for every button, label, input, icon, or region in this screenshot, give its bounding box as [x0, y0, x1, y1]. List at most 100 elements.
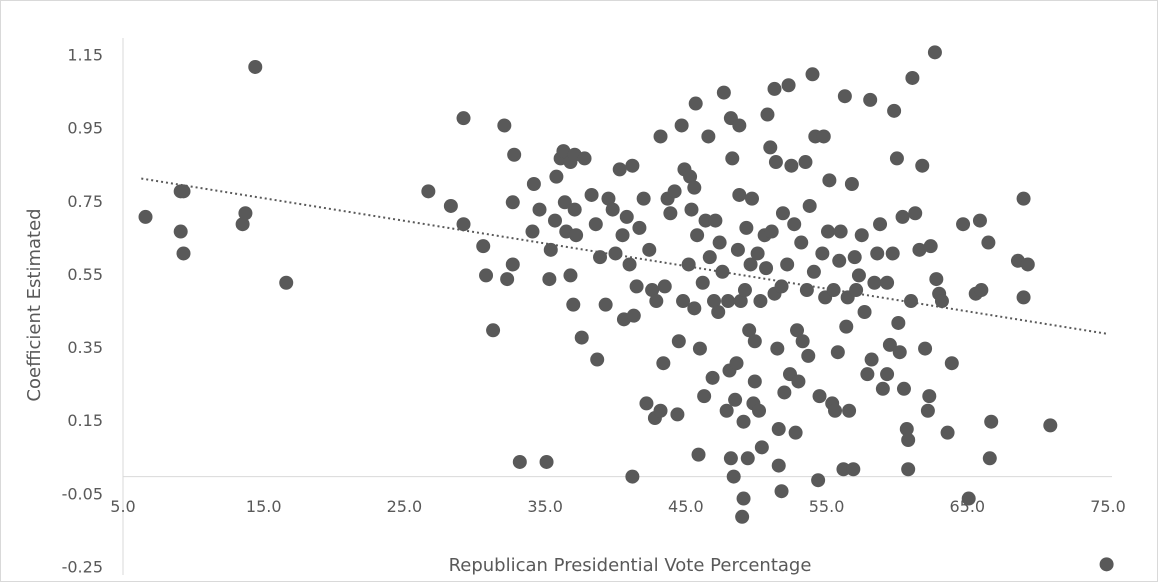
data-point	[747, 374, 762, 389]
data-point	[805, 67, 820, 82]
data-point	[569, 228, 584, 243]
data-point	[584, 187, 599, 202]
data-point	[691, 447, 706, 462]
data-point	[873, 217, 888, 232]
data-point	[923, 239, 938, 254]
data-point	[787, 217, 802, 232]
data-point	[777, 385, 792, 400]
data-point	[885, 246, 900, 261]
data-point	[828, 403, 843, 418]
data-point	[421, 184, 436, 199]
x-tick-label: 45.0	[668, 497, 704, 516]
data-point	[176, 184, 191, 199]
data-point	[670, 407, 685, 422]
data-point	[737, 283, 752, 298]
data-point	[657, 279, 672, 294]
data-point	[860, 367, 875, 382]
data-point	[608, 246, 623, 261]
data-point	[645, 283, 660, 298]
data-point	[556, 144, 571, 159]
data-point	[849, 283, 864, 298]
data-point	[972, 213, 987, 228]
data-point	[847, 250, 862, 265]
data-point	[728, 392, 743, 407]
data-point	[744, 191, 759, 206]
data-point	[653, 129, 668, 144]
data-point	[656, 356, 671, 371]
y-tick-label: 1.15	[67, 46, 103, 65]
data-point	[870, 246, 885, 261]
data-point	[882, 337, 897, 352]
data-point	[892, 345, 907, 360]
data-point	[711, 305, 726, 319]
data-point	[574, 330, 589, 345]
data-point	[176, 246, 191, 261]
data-point	[784, 158, 799, 173]
data-point	[557, 195, 572, 210]
data-point	[875, 381, 890, 396]
data-point	[820, 224, 835, 239]
y-axis-title: Coefficient Estimated	[24, 208, 45, 401]
data-point	[539, 454, 554, 469]
data-point	[676, 294, 691, 309]
data-point	[750, 246, 765, 261]
data-point	[956, 217, 971, 232]
data-point	[248, 59, 263, 74]
data-point	[961, 491, 976, 506]
data-point	[854, 228, 869, 243]
data-point	[747, 334, 762, 349]
data-point	[456, 111, 471, 126]
data-point	[625, 469, 640, 484]
data-point	[719, 403, 734, 418]
data-point	[904, 294, 918, 309]
data-point	[526, 177, 541, 191]
data-point	[867, 275, 882, 290]
data-point	[830, 345, 845, 360]
y-tick-label: -0.25	[62, 558, 103, 577]
data-point	[525, 224, 540, 239]
data-point	[619, 209, 634, 224]
data-point	[791, 374, 806, 389]
data-point	[729, 356, 744, 371]
data-point	[940, 425, 955, 440]
data-point	[770, 341, 785, 356]
data-point	[695, 275, 710, 290]
data-point	[712, 235, 727, 250]
data-point	[768, 155, 783, 170]
data-point	[708, 213, 723, 228]
data-point	[864, 352, 879, 367]
data-point	[674, 118, 689, 133]
data-point	[238, 206, 253, 221]
data-point	[742, 323, 757, 338]
x-tick-label: 5.0	[110, 497, 135, 516]
data-point	[788, 425, 803, 440]
data-point	[1016, 290, 1031, 305]
data-point	[629, 279, 644, 294]
data-point	[235, 217, 250, 232]
data-point	[577, 151, 592, 166]
data-point	[795, 334, 810, 349]
data-point	[775, 206, 790, 221]
data-point	[739, 220, 754, 235]
data-point	[982, 451, 997, 466]
data-point	[507, 147, 522, 162]
data-point	[763, 140, 778, 155]
data-point	[547, 213, 562, 228]
data-point	[837, 89, 852, 104]
data-point	[443, 198, 458, 213]
data-point	[901, 433, 916, 447]
data-point	[736, 414, 751, 429]
data-point	[771, 458, 786, 473]
data-point	[833, 224, 848, 239]
data-point	[794, 235, 809, 250]
data-point	[625, 158, 640, 173]
data-point	[636, 191, 651, 206]
data-point	[626, 308, 641, 323]
data-point	[505, 257, 520, 272]
data-point	[705, 370, 720, 385]
data-point	[764, 224, 779, 239]
data-point	[707, 294, 721, 309]
data-point	[716, 85, 731, 100]
data-point	[566, 297, 581, 312]
